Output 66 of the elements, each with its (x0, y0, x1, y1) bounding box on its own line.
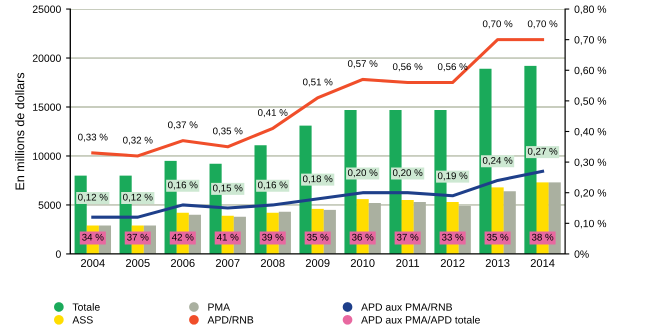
data-label: 0,70 % (528, 20, 558, 28)
data-label: 0,32 % (123, 136, 153, 145)
text: 37 % (127, 234, 149, 241)
legend-label: APD/RNB (207, 316, 254, 324)
data-label: 0,20 % (392, 169, 422, 178)
text: 35 % (306, 234, 328, 241)
data-label: 0,56 % (392, 63, 422, 72)
x-tick-label: 2009 (306, 259, 330, 267)
y-axis-title: En millions de dollars (15, 72, 24, 190)
y2-tick-label: 0,50 % (574, 97, 606, 106)
y2-tick-label: 0,30 % (574, 158, 606, 168)
legend-label: APD aux PMA/RNB (361, 303, 452, 311)
text: 41 % (216, 234, 238, 241)
data-label: 0,16 % (258, 181, 288, 190)
y2-tick-label: 0,60 % (574, 66, 606, 76)
data-label: 0,19 % (438, 172, 468, 180)
legend-label: APD aux PMA/APD totale (361, 316, 480, 324)
data-label: 0,41 % (258, 109, 288, 118)
y2-tick-label: 0,10 % (574, 220, 606, 228)
y2-tick-label: 0,70 % (574, 36, 606, 45)
data-label: 0,27 % (528, 148, 558, 156)
data-label: 0,37 % (168, 121, 198, 130)
data-label: 0,15 % (212, 184, 243, 193)
data-label: 0,35 % (212, 128, 243, 136)
data-label: 0,12 % (78, 194, 108, 202)
data-label: 0,16 % (168, 181, 198, 190)
legend-label: PMA (208, 303, 230, 311)
text: 35 % (486, 234, 508, 241)
data-label: 0,24 % (482, 157, 512, 166)
data-label: 0,12 % (123, 194, 153, 202)
legend-label: Totale (72, 303, 100, 311)
x-tick-label: 2011 (396, 259, 420, 267)
data-label: 0,33 % (78, 134, 108, 142)
y-tick-label: 25000 (32, 6, 61, 13)
text: 34 % (82, 234, 104, 241)
y-tick-label: 0 (56, 250, 61, 258)
x-tick-label: 2004 (81, 259, 105, 267)
data-label: 0,18 % (302, 175, 332, 184)
x-tick-label: 2010 (350, 259, 375, 267)
y-tick-label: 5000 (38, 201, 61, 209)
y2-tick-label: 0,80 % (574, 6, 606, 14)
x-tick-label: 2013 (486, 259, 510, 267)
text: 36 % (352, 234, 374, 241)
text: 33 % (442, 234, 464, 241)
data-label: 0,57 % (348, 60, 378, 68)
data-label: 0,56 % (438, 63, 468, 72)
y-tick-label: 15000 (33, 104, 61, 111)
text: 37 % (396, 234, 418, 241)
y-tick-label: 10000 (33, 152, 61, 160)
text: 38 % (532, 234, 554, 241)
text: 39 % (262, 234, 284, 241)
x-tick-label: 2012 (440, 259, 464, 267)
data-label: 0,70 % (482, 20, 512, 28)
text: 42 % (172, 234, 194, 241)
x-tick-label: 2006 (170, 259, 195, 267)
x-tick-label: 2005 (126, 259, 150, 267)
data-label: 0,20 % (348, 169, 378, 178)
y2-tick-label: 0% (574, 250, 589, 258)
y2-tick-label: 0,20 % (574, 189, 606, 198)
x-tick-label: 2008 (260, 259, 285, 267)
y2-tick-label: 0,40 % (574, 128, 606, 137)
y-tick-label: 20000 (32, 54, 61, 62)
x-tick-label: 2007 (216, 259, 240, 267)
data-label: 0,51 % (302, 78, 332, 87)
x-tick-label: 2014 (530, 259, 555, 267)
legend-label: ASS (72, 316, 93, 324)
